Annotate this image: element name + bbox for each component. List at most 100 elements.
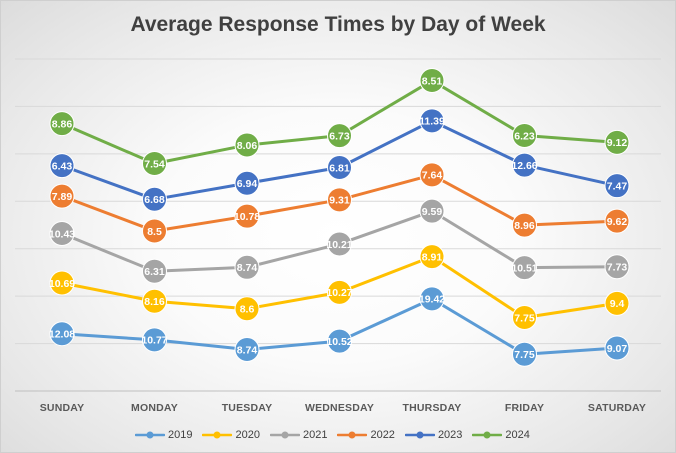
data-point-2022[interactable] bbox=[142, 218, 167, 244]
data-label-2023: 12.66 bbox=[511, 160, 537, 172]
data-point-2022[interactable] bbox=[604, 208, 630, 234]
data-point-2020[interactable] bbox=[49, 270, 75, 296]
data-point-2020[interactable] bbox=[419, 244, 445, 270]
legend-item-2020[interactable]: 2020 bbox=[202, 429, 260, 441]
data-point-2024[interactable] bbox=[512, 123, 537, 149]
data-label-2019: 7.75 bbox=[514, 349, 535, 361]
data-label-2022: 10.78 bbox=[234, 211, 260, 223]
data-label-2021: 10.51 bbox=[511, 262, 537, 274]
legend-item-2021[interactable]: 2021 bbox=[269, 429, 328, 441]
data-point-2023[interactable] bbox=[234, 170, 260, 196]
data-point-2019[interactable] bbox=[604, 335, 630, 361]
data-label-2020: 10.69 bbox=[49, 278, 75, 290]
data-point-2021[interactable] bbox=[604, 254, 630, 280]
x-tick-label: FRIDAY bbox=[505, 402, 544, 414]
data-label-2023: 7.47 bbox=[607, 180, 628, 192]
data-label-2024: 8.51 bbox=[422, 75, 443, 87]
data-point-2020[interactable] bbox=[142, 288, 167, 314]
data-label-2019: 10.77 bbox=[141, 335, 167, 347]
data-point-2024[interactable] bbox=[604, 129, 630, 155]
data-label-2024: 9.12 bbox=[607, 137, 628, 149]
data-point-2019[interactable] bbox=[327, 328, 352, 354]
data-label-2024: 8.86 bbox=[52, 118, 73, 130]
legend-label: 2021 bbox=[302, 429, 328, 441]
data-label-2022: 9.31 bbox=[329, 195, 350, 207]
x-tick-label: TUESDAY bbox=[222, 402, 273, 414]
legend-item-2022[interactable]: 2022 bbox=[337, 429, 395, 441]
legend-label: 2020 bbox=[235, 429, 260, 441]
data-point-2023[interactable] bbox=[142, 186, 167, 212]
data-point-2022[interactable] bbox=[234, 203, 260, 229]
data-point-2023[interactable] bbox=[419, 108, 445, 134]
data-point-2020[interactable] bbox=[327, 279, 352, 305]
data-label-2023: 6.94 bbox=[237, 178, 258, 190]
data-label-2021: 10.43 bbox=[49, 228, 75, 240]
data-label-2022: 8.5 bbox=[147, 226, 162, 238]
legend-swatch-2023 bbox=[404, 431, 435, 439]
data-point-2022[interactable] bbox=[327, 187, 352, 213]
legend-swatch-2024 bbox=[472, 431, 503, 439]
data-point-2022[interactable] bbox=[512, 212, 537, 238]
data-label-2019: 9.07 bbox=[607, 343, 628, 355]
data-point-2019[interactable] bbox=[512, 341, 537, 367]
data-label-2020: 7.75 bbox=[514, 312, 535, 324]
data-label-2019: 10.52 bbox=[326, 336, 352, 348]
data-label-2023: 6.68 bbox=[144, 194, 165, 206]
legend-label: 2019 bbox=[168, 429, 193, 441]
data-label-2023: 11.39 bbox=[419, 116, 445, 128]
data-point-2021[interactable] bbox=[234, 254, 260, 280]
data-point-2024[interactable] bbox=[419, 68, 445, 94]
data-label-2022: 8.96 bbox=[514, 220, 535, 232]
data-label-2020: 9.4 bbox=[610, 298, 625, 310]
legend-swatch-2020 bbox=[202, 431, 233, 439]
legend-item-2024[interactable]: 2024 bbox=[472, 429, 530, 441]
data-point-2023[interactable] bbox=[49, 153, 75, 179]
data-label-2022: 7.64 bbox=[422, 170, 443, 182]
legend-swatch-2021 bbox=[269, 431, 300, 439]
x-tick-label: SUNDAY bbox=[40, 402, 85, 414]
data-label-2019: 19.42 bbox=[419, 294, 445, 306]
data-point-2021[interactable] bbox=[142, 258, 167, 284]
data-point-2022[interactable] bbox=[49, 183, 75, 209]
data-label-2021: 7.73 bbox=[607, 262, 628, 274]
data-point-2021[interactable] bbox=[419, 198, 445, 224]
data-label-2021: 9.59 bbox=[422, 206, 443, 218]
legend-swatch-2019 bbox=[135, 431, 165, 439]
legend-label: 2022 bbox=[370, 429, 395, 441]
chart-legend: 2019 2020 2021 2022 2023 2024 bbox=[135, 425, 530, 445]
legend-item-2023[interactable]: 2023 bbox=[404, 429, 462, 441]
data-point-2024[interactable] bbox=[49, 111, 75, 137]
data-label-2020: 8.16 bbox=[144, 296, 165, 308]
data-label-2022: 9.62 bbox=[607, 216, 628, 228]
data-point-2019[interactable] bbox=[49, 321, 75, 347]
x-tick-label: WEDNESDAY bbox=[305, 402, 374, 414]
data-point-2019[interactable] bbox=[419, 286, 445, 312]
data-point-2019[interactable] bbox=[234, 337, 260, 363]
data-point-2019[interactable] bbox=[142, 327, 167, 353]
data-label-2021: 8.74 bbox=[237, 262, 258, 274]
legend-label: 2024 bbox=[505, 429, 530, 441]
data-label-2023: 6.81 bbox=[329, 162, 350, 174]
data-label-2020: 10.27 bbox=[326, 287, 352, 299]
series-line-2024 bbox=[60, 79, 619, 166]
data-point-2023[interactable] bbox=[604, 173, 630, 199]
data-point-2023[interactable] bbox=[512, 152, 537, 178]
data-point-2020[interactable] bbox=[234, 296, 260, 322]
data-label-2024: 7.54 bbox=[144, 158, 165, 170]
data-label-2024: 8.06 bbox=[237, 140, 258, 152]
data-point-2023[interactable] bbox=[327, 155, 352, 181]
data-point-2021[interactable] bbox=[512, 255, 537, 281]
data-point-2020[interactable] bbox=[512, 304, 537, 330]
data-point-2021[interactable] bbox=[327, 231, 352, 257]
data-label-2024: 6.73 bbox=[329, 130, 350, 142]
data-point-2024[interactable] bbox=[142, 151, 167, 177]
legend-item-2019[interactable]: 2019 bbox=[135, 429, 192, 441]
data-point-2024[interactable] bbox=[327, 123, 352, 149]
data-point-2022[interactable] bbox=[419, 162, 445, 188]
data-label-2019: 8.74 bbox=[237, 344, 258, 356]
data-label-2019: 12.08 bbox=[49, 329, 75, 341]
data-point-2021[interactable] bbox=[49, 221, 75, 247]
data-point-2020[interactable] bbox=[604, 290, 630, 316]
data-point-2024[interactable] bbox=[234, 132, 260, 158]
